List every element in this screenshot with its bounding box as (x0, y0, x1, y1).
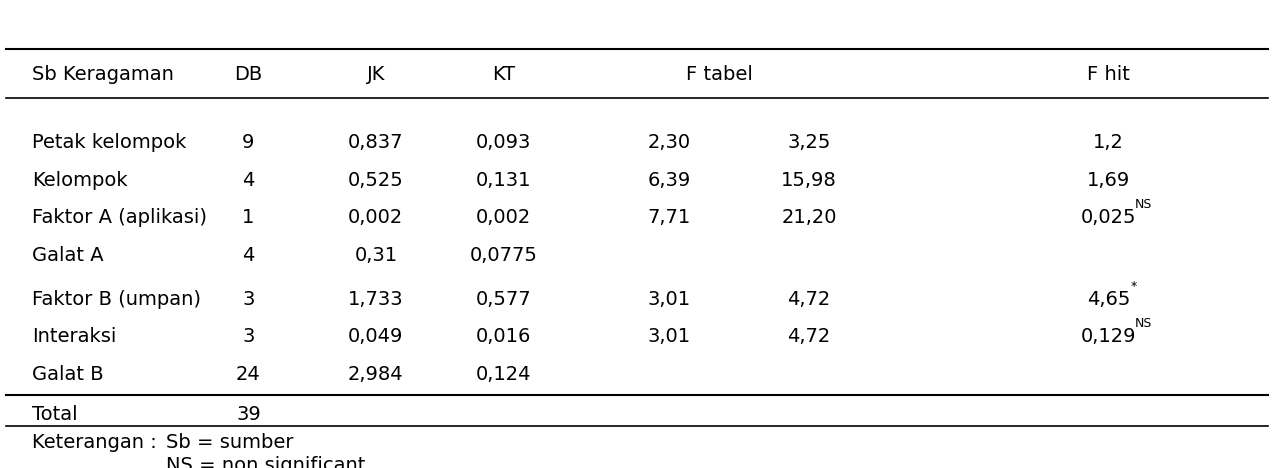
Text: Kelompok: Kelompok (32, 171, 127, 190)
Text: 0,0775: 0,0775 (469, 246, 538, 264)
Text: 3: 3 (242, 290, 255, 309)
Text: Petak kelompok: Petak kelompok (32, 133, 186, 152)
Text: 1,2: 1,2 (1093, 133, 1124, 152)
Text: 3,01: 3,01 (647, 290, 691, 309)
Text: 0,025: 0,025 (1080, 208, 1136, 227)
Text: Faktor B (umpan): Faktor B (umpan) (32, 290, 201, 309)
Text: Sb Keragaman: Sb Keragaman (32, 66, 173, 84)
Text: 4,72: 4,72 (787, 328, 831, 346)
Text: 21,20: 21,20 (781, 208, 837, 227)
Text: 9: 9 (242, 133, 255, 152)
Text: Faktor A (aplikasi): Faktor A (aplikasi) (32, 208, 206, 227)
Text: 0,577: 0,577 (475, 290, 531, 309)
Text: 0,129: 0,129 (1080, 328, 1136, 346)
Text: 0,002: 0,002 (348, 208, 404, 227)
Text: *: * (1130, 280, 1136, 293)
Text: 3,01: 3,01 (647, 328, 691, 346)
Text: 0,049: 0,049 (348, 328, 404, 346)
Text: Interaksi: Interaksi (32, 328, 116, 346)
Text: 4,65: 4,65 (1087, 290, 1130, 309)
Text: 39: 39 (236, 405, 261, 424)
Text: NS: NS (1135, 198, 1153, 211)
Text: NS = non significant: NS = non significant (166, 456, 364, 468)
Text: 0,093: 0,093 (475, 133, 531, 152)
Text: 1,69: 1,69 (1087, 171, 1130, 190)
Text: F hit: F hit (1087, 66, 1130, 84)
Text: 4: 4 (242, 171, 255, 190)
Text: 7,71: 7,71 (647, 208, 691, 227)
Text: 1,733: 1,733 (348, 290, 404, 309)
Text: 2,30: 2,30 (647, 133, 691, 152)
Text: 3,25: 3,25 (787, 133, 831, 152)
Text: 0,016: 0,016 (475, 328, 531, 346)
Text: 1: 1 (242, 208, 255, 227)
Text: Galat A: Galat A (32, 246, 103, 264)
Text: 4: 4 (242, 246, 255, 264)
Text: F tabel: F tabel (687, 66, 753, 84)
Text: DB: DB (234, 66, 262, 84)
Text: 0,31: 0,31 (354, 246, 397, 264)
Text: JK: JK (367, 66, 385, 84)
Text: 0,002: 0,002 (475, 208, 531, 227)
Text: 0,131: 0,131 (475, 171, 531, 190)
Text: NS: NS (1135, 317, 1153, 330)
Text: 15,98: 15,98 (781, 171, 837, 190)
Text: 0,525: 0,525 (348, 171, 404, 190)
Text: KT: KT (492, 66, 515, 84)
Text: Total: Total (32, 405, 78, 424)
Text: 6,39: 6,39 (647, 171, 691, 190)
Text: 4,72: 4,72 (787, 290, 831, 309)
Text: 0,837: 0,837 (348, 133, 404, 152)
Text: Galat B: Galat B (32, 365, 103, 384)
Text: Sb = sumber: Sb = sumber (166, 433, 293, 452)
Text: 0,124: 0,124 (475, 365, 531, 384)
Text: 3: 3 (242, 328, 255, 346)
Text: 2,984: 2,984 (348, 365, 404, 384)
Text: 24: 24 (236, 365, 261, 384)
Text: Keterangan :: Keterangan : (32, 433, 157, 452)
